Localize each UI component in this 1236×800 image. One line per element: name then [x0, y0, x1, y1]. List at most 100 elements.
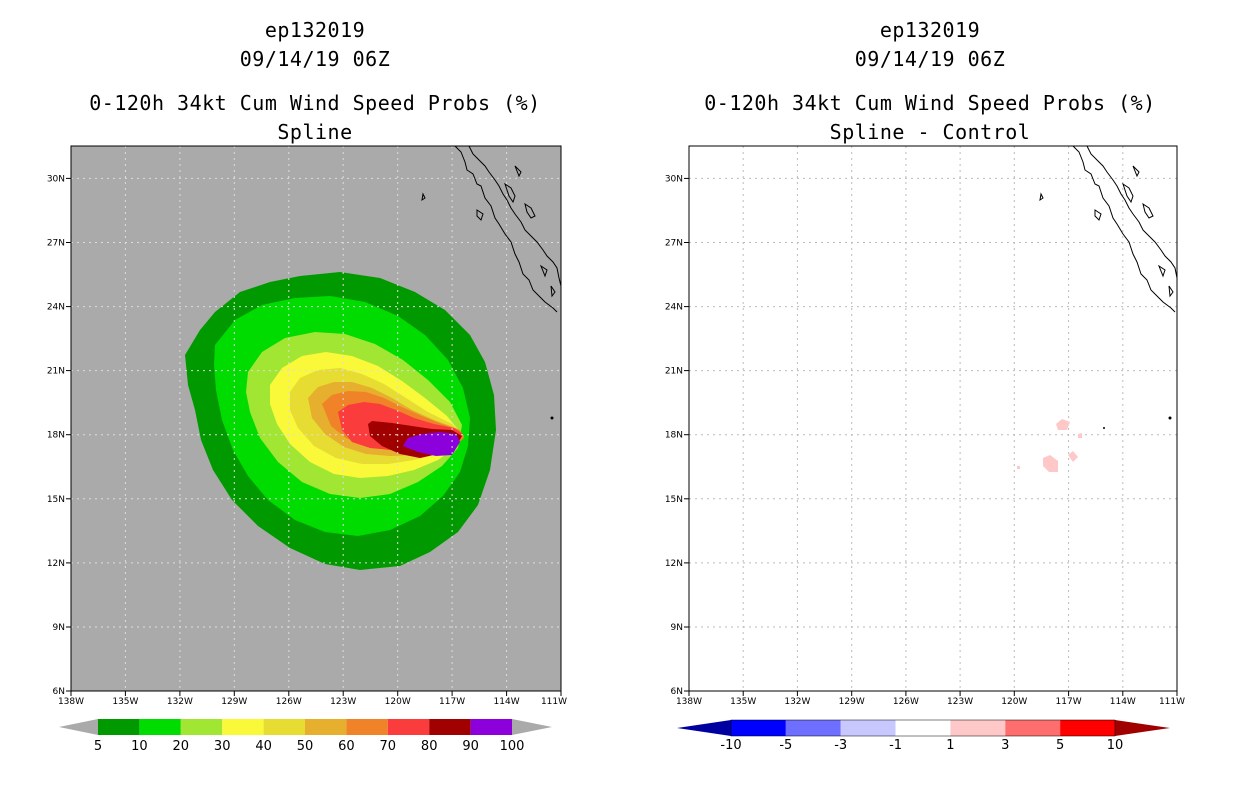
right-storm-id: ep132019 — [879, 18, 981, 42]
left-lat-label: 21N — [47, 367, 65, 377]
left-colorbar-segment — [305, 719, 347, 735]
right-lon-label: 114W — [1110, 697, 1136, 707]
right-island-dot — [1103, 427, 1105, 429]
right-grid — [689, 146, 1177, 691]
left-lat-label: 27N — [47, 239, 65, 249]
left-colorbar-label: 60 — [338, 739, 355, 754]
right-map-frame — [688, 145, 1178, 692]
left-subtitle: Spline — [277, 120, 353, 144]
right-colorbar-label: -3 — [834, 738, 847, 753]
right-colorbar: -10 -5 -3 -1 1 3 5 10 — [677, 719, 1170, 753]
left-lat-label: 6N — [53, 687, 65, 697]
right-lon-label: 138W — [676, 697, 702, 707]
left-island-dot — [550, 416, 554, 420]
left-colorbar-label: 70 — [380, 739, 397, 754]
left-lon-label: 117W — [439, 697, 465, 707]
right-colorbar-outline — [730, 719, 1116, 737]
right-lat-label: 21N — [665, 367, 683, 377]
left-colorbar-segment — [139, 719, 181, 735]
left-lon-label: 135W — [112, 697, 138, 707]
right-lon-label: 135W — [730, 697, 756, 707]
left-colorbar-label: 50 — [297, 739, 314, 754]
right-colorbar-label: 10 — [1107, 738, 1124, 753]
left-product-title: 0-120h 34kt Cum Wind Speed Probs (%) — [89, 91, 541, 115]
left-datetime: 09/14/19 06Z — [239, 47, 391, 71]
left-colorbar-segment — [98, 719, 140, 735]
left-lon-labels: 138W 135W 132W 129W 126W 123W 120W 117W … — [58, 697, 567, 707]
left-colorbar-label: 80 — [421, 739, 438, 754]
right-lat-label: 27N — [665, 239, 683, 249]
left-lon-label: 129W — [221, 697, 247, 707]
right-colorbar-label: -10 — [720, 738, 741, 753]
left-lon-label: 132W — [167, 697, 193, 707]
left-colorbar-under-arrow — [59, 719, 98, 735]
left-colorbar-label: 40 — [255, 739, 272, 754]
right-colorbar-segment — [1005, 720, 1061, 736]
right-diff-blob — [1017, 466, 1020, 469]
right-colorbar-label: -1 — [889, 738, 902, 753]
left-colorbar-segment — [180, 719, 223, 735]
right-colorbar-segment — [1060, 720, 1115, 736]
right-lon-labels: 138W 135W 132W 129W 126W 123W 120W 117W … — [676, 697, 1185, 707]
left-colorbar: 5 10 20 30 40 50 60 70 80 90 100 — [59, 719, 552, 754]
left-colorbar-segment — [346, 719, 388, 735]
right-colorbar-over-arrow — [1115, 720, 1170, 736]
right-lon-label: 117W — [1056, 697, 1082, 707]
right-lat-labels: 30N 27N 24N 21N 18N 15N 12N 9N 6N — [665, 174, 683, 697]
right-colorbar-segment — [895, 720, 951, 736]
right-lat-label: 24N — [665, 303, 683, 313]
right-colorbar-label: 5 — [1056, 738, 1064, 753]
right-lon-label: 126W — [893, 697, 919, 707]
right-diff-blob — [1056, 419, 1070, 430]
right-lat-label: 15N — [665, 495, 683, 505]
right-island-dot — [1168, 416, 1172, 420]
right-lon-label: 132W — [784, 697, 810, 707]
right-colorbar-label: 1 — [946, 738, 954, 753]
left-lon-label: 120W — [385, 697, 411, 707]
left-contour-90 — [403, 432, 460, 456]
right-diff-blob — [1078, 433, 1082, 438]
right-lat-label: 12N — [665, 559, 683, 569]
right-colorbar-label: -5 — [779, 738, 792, 753]
right-diff-blob — [1043, 455, 1058, 472]
right-colorbar-label: 3 — [1001, 738, 1009, 753]
right-colorbar-under-arrow — [677, 720, 731, 736]
left-colorbar-label: 5 — [94, 739, 102, 754]
left-lat-label: 12N — [47, 559, 65, 569]
right-map-background — [689, 146, 1177, 691]
left-storm-id: ep132019 — [264, 18, 366, 42]
left-colorbar-segment — [222, 719, 264, 735]
right-product-title: 0-120h 34kt Cum Wind Speed Probs (%) — [704, 91, 1156, 115]
left-colorbar-label: 100 — [500, 739, 525, 754]
right-colorbar-segment — [840, 720, 896, 736]
left-colorbar-segment — [429, 719, 471, 735]
right-lon-label: 120W — [1001, 697, 1027, 707]
left-lat-label: 15N — [47, 495, 65, 505]
right-map: 30N 27N 24N 21N 18N 15N 12N 9N 6N 138W 1… — [665, 145, 1185, 707]
left-map-frame — [70, 145, 562, 692]
right-lon-label: 111W — [1159, 697, 1185, 707]
left-lat-label: 30N — [47, 174, 65, 184]
left-lat-labels: 30N 27N 24N 21N 18N 15N 12N 9N 6N — [47, 174, 65, 697]
right-lat-label: 9N — [671, 623, 683, 633]
left-colorbar-over-arrow — [512, 719, 552, 735]
left-colorbar-segment — [387, 719, 430, 735]
right-colorbar-segment — [950, 720, 1006, 736]
left-colorbar-label: 30 — [214, 739, 231, 754]
left-lat-label: 9N — [53, 623, 65, 633]
left-lon-label: 138W — [58, 697, 84, 707]
right-datetime: 09/14/19 06Z — [854, 47, 1006, 71]
right-lon-label: 123W — [947, 697, 973, 707]
left-map: 30N 27N 24N 21N 18N 15N 12N 9N 6N 138W 1… — [47, 145, 567, 707]
left-colorbar-label: 90 — [462, 739, 479, 754]
right-colorbar-segment — [785, 720, 841, 736]
left-lat-label: 24N — [47, 303, 65, 313]
left-lat-label: 18N — [47, 431, 65, 441]
left-colorbar-label: 20 — [173, 739, 190, 754]
left-colorbar-segment — [470, 719, 512, 735]
right-diff-blob — [1068, 451, 1078, 462]
left-lon-label: 126W — [276, 697, 302, 707]
right-lat-label: 18N — [665, 431, 683, 441]
left-ticks — [66, 177, 562, 696]
left-lon-label: 111W — [541, 697, 567, 707]
